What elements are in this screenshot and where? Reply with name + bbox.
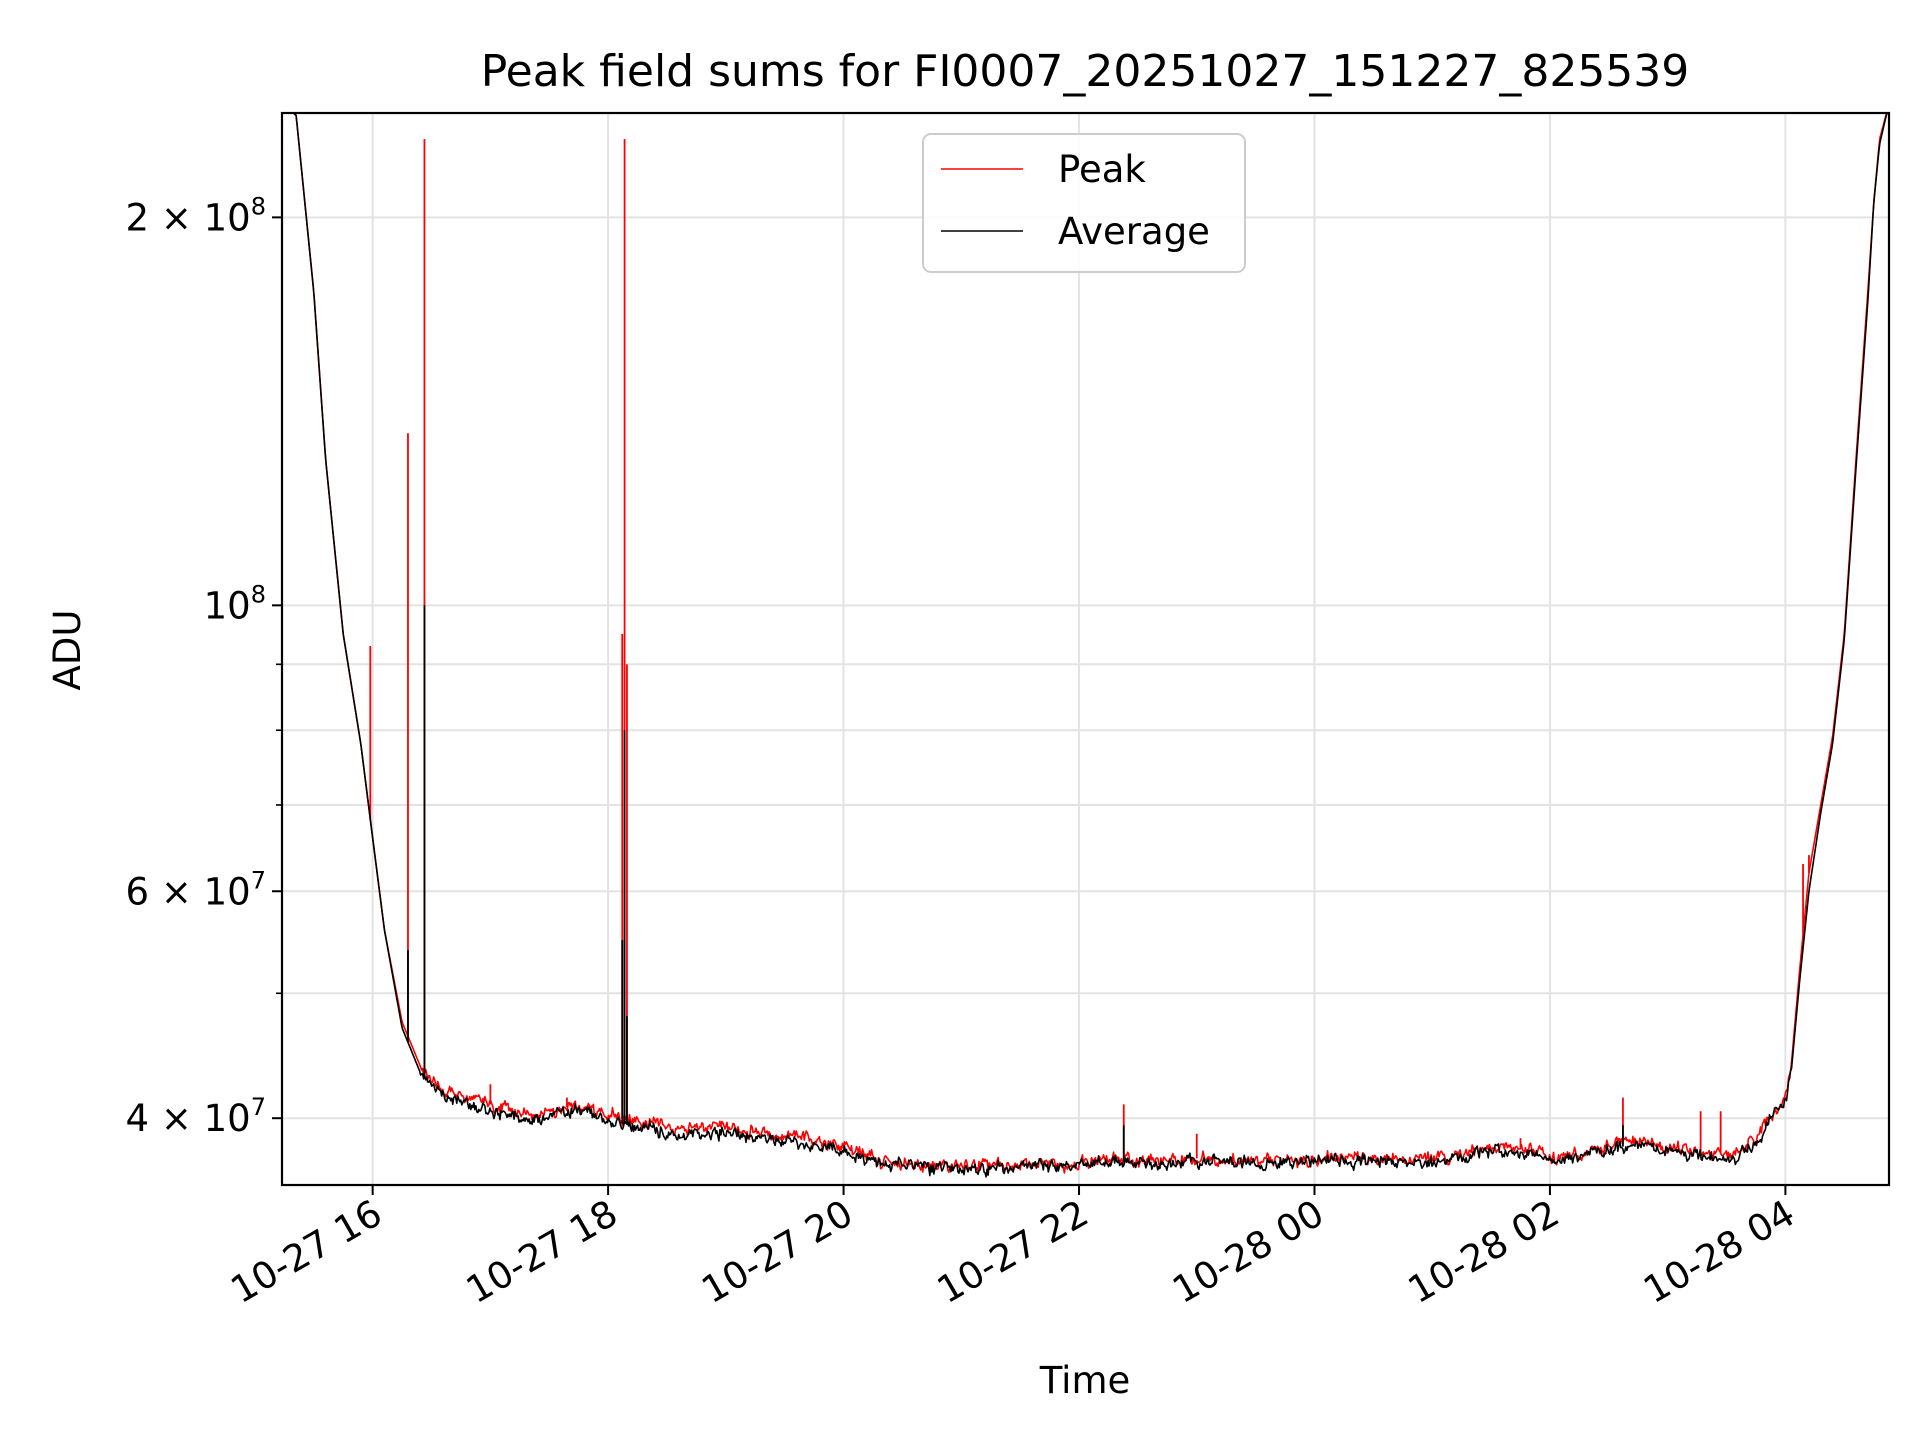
y-tick-exponent: 7 (251, 866, 266, 894)
y-tick-mantissa: 2 (126, 196, 161, 239)
series-line-peak (282, 112, 1889, 1174)
legend: Peak Average (922, 133, 1246, 273)
y-tick-label: 4 × 107 (126, 1093, 266, 1140)
series-layer (282, 112, 1889, 1178)
y-tick-mantissa: 4 (126, 1097, 161, 1140)
y-tick-base: 10 (204, 196, 251, 239)
y-tick-exponent: 8 (251, 580, 266, 608)
y-tick-times: × (161, 870, 204, 913)
y-tick-exponent: 7 (251, 1093, 266, 1121)
y-tick-base: 10 (204, 584, 251, 627)
y-tick-label: 108 (204, 580, 266, 627)
y-tick-base: 10 (204, 1097, 251, 1140)
y-tick-mantissa: 6 (126, 870, 161, 913)
y-tick-base: 10 (204, 870, 251, 913)
grid (282, 113, 1889, 1185)
legend-label-peak: Peak (1058, 148, 1146, 191)
y-tick-times: × (161, 196, 204, 239)
y-tick-times: × (161, 1097, 204, 1140)
plot-frame (280, 111, 1891, 1187)
y-axis-label: ADU (46, 610, 89, 691)
series-line-average (282, 112, 1889, 1178)
y-tick-exponent: 8 (251, 192, 266, 220)
x-axis-label: Time (1039, 1359, 1131, 1402)
y-tick-label: 2 × 108 (126, 192, 266, 239)
chart-title: Peak field sums for FI0007_20251027_1512… (481, 46, 1690, 97)
legend-label-average: Average (1058, 210, 1210, 253)
y-tick-label: 6 × 107 (126, 866, 266, 913)
